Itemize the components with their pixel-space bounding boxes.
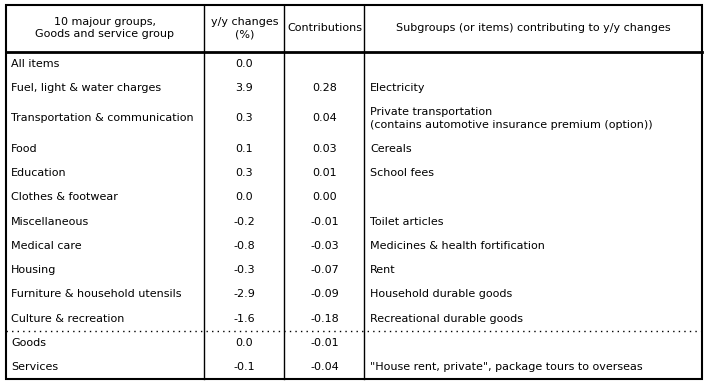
Text: Education: Education — [11, 168, 67, 178]
Text: -1.6: -1.6 — [234, 314, 255, 324]
Text: Services: Services — [11, 362, 59, 372]
Text: -0.04: -0.04 — [310, 362, 338, 372]
Text: Rent: Rent — [370, 265, 396, 275]
Text: -0.8: -0.8 — [234, 241, 255, 251]
Text: -0.2: -0.2 — [234, 217, 255, 227]
Text: 0.0: 0.0 — [236, 192, 253, 202]
Text: Medicines & health fortification: Medicines & health fortification — [370, 241, 545, 251]
Text: Electricity: Electricity — [370, 83, 426, 93]
Text: Toilet articles: Toilet articles — [370, 217, 444, 227]
Text: 0.00: 0.00 — [312, 192, 337, 202]
Text: Culture & recreation: Culture & recreation — [11, 314, 125, 324]
Text: -0.1: -0.1 — [234, 362, 255, 372]
Text: -0.03: -0.03 — [310, 241, 338, 251]
Text: -0.18: -0.18 — [310, 314, 338, 324]
Text: All items: All items — [11, 59, 59, 69]
Text: Food: Food — [11, 144, 38, 154]
Text: School fees: School fees — [370, 168, 434, 178]
Text: "House rent, private", package tours to overseas: "House rent, private", package tours to … — [370, 362, 643, 372]
Text: Recreational durable goods: Recreational durable goods — [370, 314, 523, 324]
Text: Medical care: Medical care — [11, 241, 82, 251]
Text: -0.3: -0.3 — [234, 265, 255, 275]
Text: Housing: Housing — [11, 265, 57, 275]
Text: 0.0: 0.0 — [236, 59, 253, 69]
Text: 0.01: 0.01 — [312, 168, 337, 178]
Text: 0.03: 0.03 — [312, 144, 337, 154]
Text: -0.01: -0.01 — [310, 217, 338, 227]
Text: -2.9: -2.9 — [234, 290, 255, 300]
Text: 0.0: 0.0 — [236, 338, 253, 348]
Text: y/y changes
(%): y/y changes (%) — [210, 17, 278, 39]
Text: Cereals: Cereals — [370, 144, 412, 154]
Text: 0.3: 0.3 — [236, 113, 253, 123]
Text: -0.01: -0.01 — [310, 338, 338, 348]
Text: 10 majour groups,
Goods and service group: 10 majour groups, Goods and service grou… — [35, 17, 174, 39]
Text: Contributions: Contributions — [287, 23, 362, 33]
Text: 0.28: 0.28 — [312, 83, 337, 93]
Text: Goods: Goods — [11, 338, 46, 348]
Text: 3.9: 3.9 — [235, 83, 253, 93]
Text: -0.09: -0.09 — [310, 290, 338, 300]
Text: Fuel, light & water charges: Fuel, light & water charges — [11, 83, 161, 93]
Text: -0.07: -0.07 — [310, 265, 338, 275]
Text: 0.1: 0.1 — [236, 144, 253, 154]
Text: Clothes & footwear: Clothes & footwear — [11, 192, 118, 202]
Text: Furniture & household utensils: Furniture & household utensils — [11, 290, 182, 300]
Text: Subgroups (or items) contributing to y/y changes: Subgroups (or items) contributing to y/y… — [396, 23, 670, 33]
Text: 0.04: 0.04 — [312, 113, 337, 123]
Text: Household durable goods: Household durable goods — [370, 290, 513, 300]
Text: Private transportation
(contains automotive insurance premium (option)): Private transportation (contains automot… — [370, 107, 653, 129]
Text: Miscellaneous: Miscellaneous — [11, 217, 90, 227]
Text: 0.3: 0.3 — [236, 168, 253, 178]
Text: Transportation & communication: Transportation & communication — [11, 113, 194, 123]
